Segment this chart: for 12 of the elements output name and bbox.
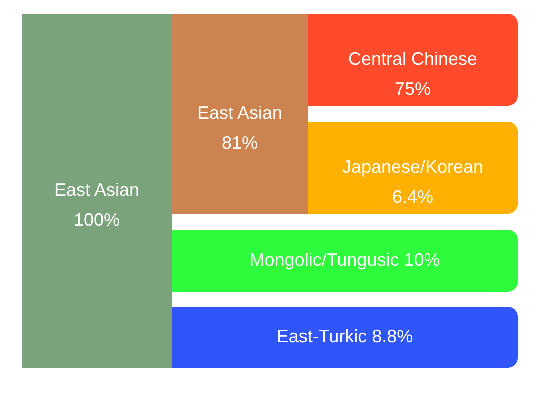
data-label: 6.4%: [392, 187, 434, 207]
category-label: Mongolic/Tungusic: [250, 250, 400, 270]
category-label: Central Chinese: [348, 49, 478, 69]
data-label: 100%: [74, 210, 120, 230]
category-label: East Asian: [54, 180, 140, 200]
category-label: East Asian: [197, 103, 283, 123]
data-label: 81%: [222, 133, 258, 153]
category-label: Japanese/Korean: [342, 157, 484, 177]
category-label: East-Turkic: [276, 326, 368, 346]
data-label: 10%: [404, 250, 440, 270]
data-label: 75%: [394, 79, 432, 99]
data-label: 8.8%: [372, 326, 414, 346]
